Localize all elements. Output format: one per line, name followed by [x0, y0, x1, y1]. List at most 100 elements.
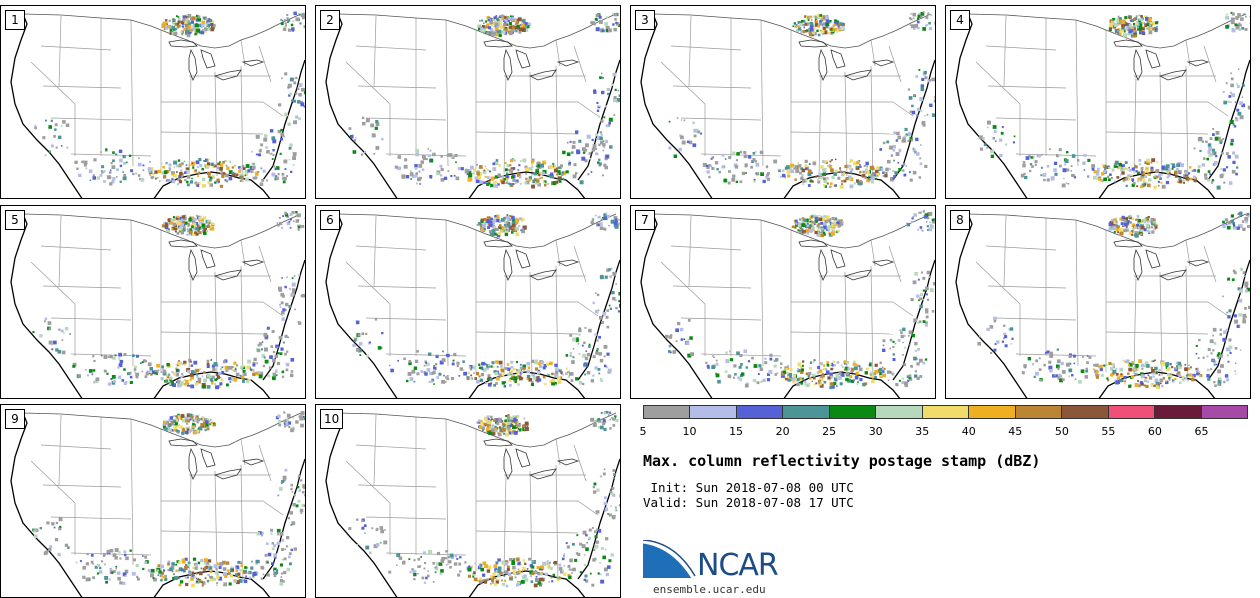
reflectivity-echo: [208, 158, 210, 160]
reflectivity-echo: [789, 376, 791, 378]
reflectivity-echo: [285, 168, 287, 170]
reflectivity-echo: [802, 361, 804, 363]
reflectivity-echo: [613, 73, 617, 77]
coastline: [326, 411, 620, 598]
reflectivity-echo: [1229, 350, 1231, 352]
reflectivity-echo: [252, 373, 255, 376]
reflectivity-echo: [832, 230, 834, 232]
great-lake: [819, 250, 827, 280]
reflectivity-echo: [304, 494, 306, 496]
reflectivity-echo: [1142, 22, 1144, 24]
reflectivity-echo: [1085, 375, 1089, 379]
reflectivity-echo: [287, 22, 289, 24]
reflectivity-echo: [514, 431, 518, 435]
reflectivity-echo: [573, 141, 576, 144]
reflectivity-echo: [734, 373, 737, 376]
reflectivity-echo: [618, 292, 621, 296]
reflectivity-echo: [1091, 164, 1095, 168]
reflectivity-echo: [299, 83, 303, 87]
reflectivity-echo: [916, 362, 919, 365]
reflectivity-echo: [1171, 366, 1173, 368]
reflectivity-echo: [267, 562, 269, 564]
reflectivity-echo: [1196, 373, 1199, 376]
reflectivity-echo: [883, 345, 885, 347]
reflectivity-echo: [187, 184, 190, 187]
great-lake: [484, 40, 512, 47]
reflectivity-echo: [592, 218, 595, 221]
reflectivity-echo: [453, 360, 455, 362]
reflectivity-echo: [191, 365, 193, 367]
reflectivity-echo: [1156, 386, 1160, 390]
map-canvas: [946, 6, 1251, 199]
reflectivity-echo: [756, 163, 760, 167]
reflectivity-echo: [501, 176, 504, 179]
reflectivity-echo: [495, 23, 499, 27]
reflectivity-echo: [1022, 371, 1025, 374]
reflectivity-echo: [295, 17, 299, 21]
reflectivity-echo: [598, 373, 600, 375]
reflectivity-echo: [1230, 84, 1234, 88]
reflectivity-echo: [1166, 181, 1169, 184]
reflectivity-echo: [298, 475, 300, 477]
reflectivity-echo: [715, 161, 718, 164]
reflectivity-echo: [1075, 378, 1077, 380]
reflectivity-echo: [214, 182, 216, 184]
reflectivity-echo: [1119, 379, 1122, 382]
reflectivity-echo: [1121, 20, 1125, 24]
reflectivity-echo: [554, 382, 557, 385]
reflectivity-echo: [1237, 227, 1240, 230]
reflectivity-echo: [509, 26, 513, 30]
reflectivity-echo: [541, 177, 543, 179]
reflectivity-echo: [919, 97, 923, 101]
reflectivity-echo: [510, 15, 512, 17]
reflectivity-echo: [1212, 349, 1214, 351]
reflectivity-echo: [1230, 101, 1232, 103]
reflectivity-echo: [100, 174, 103, 177]
reflectivity-echo: [286, 536, 289, 539]
reflectivity-echo: [290, 227, 292, 229]
reflectivity-echo: [1130, 16, 1132, 18]
reflectivity-echo: [521, 371, 524, 374]
reflectivity-echo: [732, 152, 735, 155]
reflectivity-echo: [1214, 152, 1216, 154]
reflectivity-echo: [835, 217, 837, 219]
state-boundary: [215, 272, 217, 376]
reflectivity-echo: [829, 379, 831, 381]
reflectivity-echo: [1138, 178, 1141, 181]
reflectivity-echo: [609, 145, 612, 148]
reflectivity-echo: [276, 374, 278, 376]
map-panel: 4: [945, 5, 1251, 199]
reflectivity-echo: [711, 167, 714, 170]
reflectivity-echo: [931, 78, 935, 82]
reflectivity-echo: [239, 176, 241, 178]
reflectivity-echo: [48, 548, 51, 551]
reflectivity-echo: [910, 18, 912, 20]
reflectivity-echo: [722, 154, 725, 157]
reflectivity-echo: [482, 429, 484, 431]
reflectivity-echo: [82, 576, 85, 579]
reflectivity-echo: [798, 27, 801, 30]
state-boundary: [51, 318, 131, 320]
reflectivity-echo: [136, 355, 139, 358]
reflectivity-echo: [778, 169, 780, 171]
reflectivity-echo: [1215, 155, 1217, 157]
reflectivity-echo: [299, 22, 301, 24]
state-boundary: [819, 276, 821, 374]
reflectivity-echo: [874, 376, 877, 379]
reflectivity-echo: [753, 152, 756, 155]
reflectivity-echo: [90, 180, 92, 182]
reflectivity-echo: [914, 24, 918, 28]
reflectivity-echo: [278, 352, 280, 354]
reflectivity-echo: [808, 372, 811, 375]
reflectivity-echo: [911, 139, 913, 141]
reflectivity-echo: [588, 345, 591, 348]
reflectivity-echo: [144, 561, 147, 564]
reflectivity-echo: [487, 170, 489, 172]
reflectivity-echo: [163, 224, 165, 226]
reflectivity-echo: [445, 381, 447, 383]
reflectivity-echo: [1196, 345, 1198, 347]
reflectivity-echo: [234, 580, 236, 582]
reflectivity-echo: [424, 365, 426, 367]
reflectivity-echo: [831, 232, 835, 236]
reflectivity-echo: [304, 505, 306, 507]
